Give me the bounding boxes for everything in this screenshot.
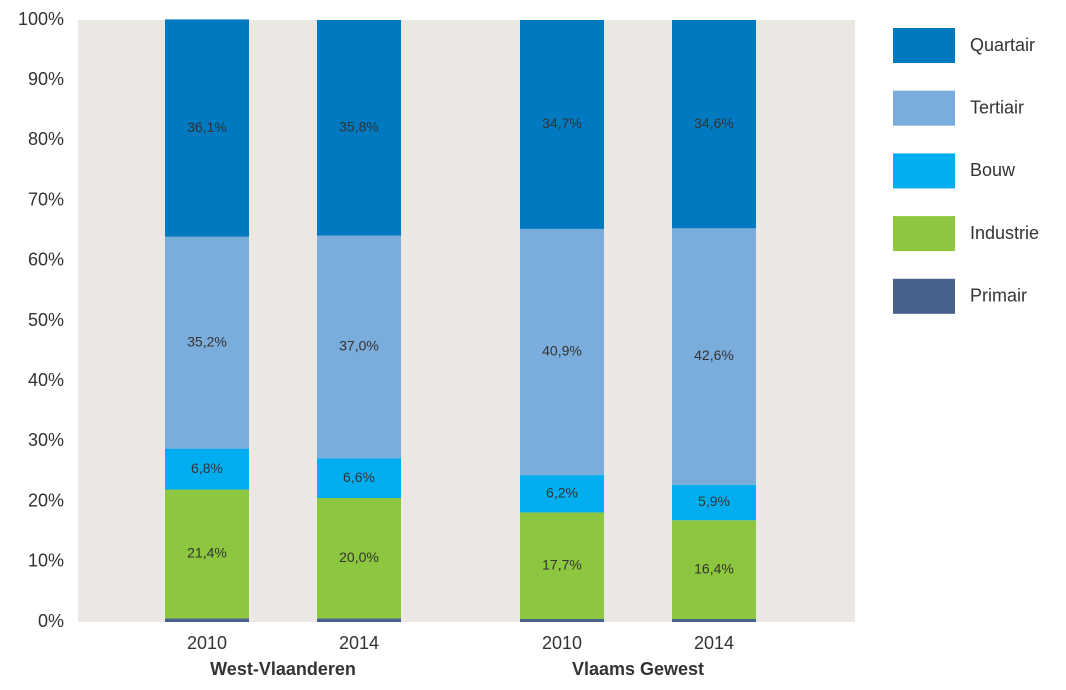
bar-segment bbox=[165, 489, 249, 619]
data-label: 35,8% bbox=[339, 118, 379, 134]
x-tick-label: 2014 bbox=[339, 633, 379, 653]
x-tick-label: 2010 bbox=[187, 633, 227, 653]
legend-swatch bbox=[893, 278, 955, 314]
legend-label: Bouw bbox=[970, 160, 1016, 180]
data-label: 34,6% bbox=[694, 115, 734, 131]
bar-segment bbox=[520, 228, 604, 476]
legend-label: Quartair bbox=[970, 35, 1035, 55]
y-tick-label: 0% bbox=[38, 611, 64, 631]
group-label: Vlaams Gewest bbox=[572, 659, 704, 679]
bar-segment bbox=[165, 19, 249, 237]
legend-swatch bbox=[893, 153, 955, 189]
x-tick-label: 2014 bbox=[694, 633, 734, 653]
legend-swatch bbox=[893, 90, 955, 126]
bar-segment bbox=[672, 20, 756, 229]
legend-swatch bbox=[893, 28, 955, 63]
y-tick-label: 20% bbox=[28, 490, 64, 510]
y-tick-label: 70% bbox=[28, 189, 64, 209]
y-tick-label: 10% bbox=[28, 551, 64, 571]
data-label: 37,0% bbox=[339, 338, 379, 354]
data-label: 21,4% bbox=[187, 545, 227, 561]
y-tick-label: 90% bbox=[28, 69, 64, 89]
data-label: 36,1% bbox=[187, 119, 227, 135]
bar-segment bbox=[520, 512, 604, 619]
legend-swatch bbox=[893, 216, 955, 252]
bar-segment bbox=[317, 497, 401, 619]
data-label: 6,8% bbox=[191, 460, 223, 476]
bar-segment bbox=[165, 448, 249, 490]
bar-segment bbox=[520, 20, 604, 229]
data-label: 17,7% bbox=[542, 556, 582, 572]
legend-label: Primair bbox=[970, 286, 1027, 306]
data-label: 34,7% bbox=[542, 115, 582, 131]
bar-segment bbox=[317, 20, 401, 236]
bar-segment bbox=[165, 236, 249, 449]
y-tick-label: 100% bbox=[18, 9, 64, 29]
y-tick-label: 40% bbox=[28, 370, 64, 390]
x-tick-label: 2010 bbox=[542, 633, 582, 653]
data-label: 6,2% bbox=[546, 484, 578, 500]
data-label: 35,2% bbox=[187, 333, 227, 349]
data-label: 40,9% bbox=[542, 343, 582, 359]
y-tick-label: 80% bbox=[28, 129, 64, 149]
legend-label: Industrie bbox=[970, 223, 1039, 243]
bar-segment bbox=[520, 618, 604, 622]
bar-segment bbox=[672, 618, 756, 622]
bar-segment bbox=[672, 484, 756, 521]
data-label: 5,9% bbox=[698, 493, 730, 509]
bar-segment bbox=[317, 618, 401, 622]
bar-segment bbox=[165, 618, 249, 622]
bar-segment bbox=[520, 475, 604, 513]
data-label: 20,0% bbox=[339, 549, 379, 565]
bar-segment bbox=[317, 458, 401, 498]
data-label: 16,4% bbox=[694, 560, 734, 576]
data-label: 42,6% bbox=[694, 347, 734, 363]
bar-segment bbox=[317, 235, 401, 459]
y-tick-label: 50% bbox=[28, 310, 64, 330]
bar-segment bbox=[672, 228, 756, 485]
legend-label: Tertiair bbox=[970, 97, 1024, 117]
y-tick-label: 30% bbox=[28, 430, 64, 450]
bar-segment bbox=[672, 520, 756, 619]
y-tick-label: 60% bbox=[28, 250, 64, 270]
data-label: 6,6% bbox=[343, 469, 375, 485]
group-label: West-Vlaanderen bbox=[210, 659, 356, 679]
